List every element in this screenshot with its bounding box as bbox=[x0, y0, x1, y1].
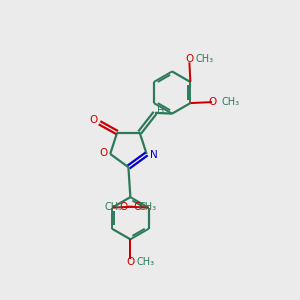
Text: CH₃: CH₃ bbox=[137, 257, 155, 267]
Text: CH₃: CH₃ bbox=[104, 202, 123, 212]
Text: O: O bbox=[119, 202, 128, 212]
Text: O: O bbox=[208, 97, 217, 107]
Text: CH₃: CH₃ bbox=[138, 202, 156, 212]
Text: CH₃: CH₃ bbox=[221, 97, 239, 107]
Text: O: O bbox=[185, 54, 194, 64]
Text: CH₃: CH₃ bbox=[196, 54, 214, 64]
Text: O: O bbox=[126, 257, 134, 267]
Text: N: N bbox=[150, 150, 158, 160]
Text: H: H bbox=[157, 106, 164, 116]
Text: O: O bbox=[133, 202, 141, 212]
Text: O: O bbox=[89, 115, 97, 125]
Text: O: O bbox=[99, 148, 107, 158]
